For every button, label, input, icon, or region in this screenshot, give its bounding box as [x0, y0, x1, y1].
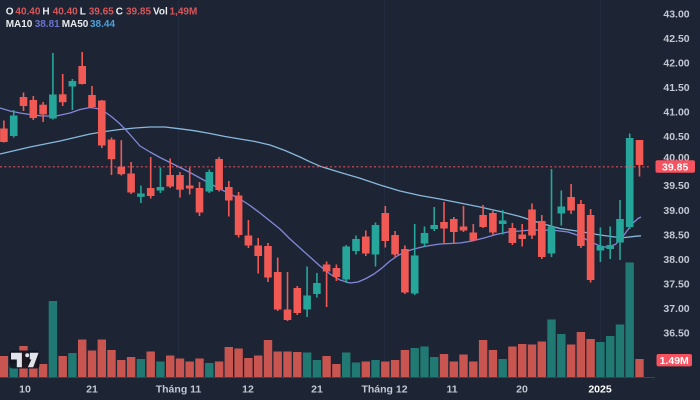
svg-text:Vol: Vol [153, 6, 168, 17]
svg-text:1.49M: 1.49M [660, 355, 689, 367]
svg-text:36.50: 36.50 [663, 328, 689, 340]
svg-text:42.00: 42.00 [663, 58, 689, 70]
svg-text:42.50: 42.50 [663, 33, 689, 45]
svg-text:10: 10 [19, 383, 31, 395]
svg-text:H: H [42, 6, 49, 17]
svg-text:39.00: 39.00 [663, 205, 689, 217]
svg-text:Tháng 11: Tháng 11 [156, 383, 202, 395]
svg-text:37.00: 37.00 [663, 303, 689, 315]
svg-text:39.85: 39.85 [662, 161, 688, 173]
svg-text:20: 20 [516, 383, 528, 395]
svg-text:40.40: 40.40 [15, 6, 40, 17]
svg-text:43.00: 43.00 [663, 8, 689, 20]
svg-text:39.50: 39.50 [663, 180, 689, 192]
svg-text:O: O [6, 6, 14, 17]
svg-text:40.50: 40.50 [663, 131, 689, 143]
svg-text:21: 21 [86, 383, 98, 395]
svg-text:MA50: MA50 [62, 19, 89, 30]
svg-text:41.50: 41.50 [663, 82, 689, 94]
svg-text:1,49M: 1,49M [170, 6, 198, 17]
svg-text:L: L [80, 6, 86, 17]
svg-text:21: 21 [311, 383, 323, 395]
svg-text:39.85: 39.85 [126, 6, 151, 17]
svg-text:2025: 2025 [588, 383, 612, 395]
svg-text:38.50: 38.50 [663, 229, 689, 241]
svg-text:12: 12 [242, 383, 254, 395]
svg-text:38.00: 38.00 [663, 254, 689, 266]
svg-text:38.44: 38.44 [90, 19, 115, 30]
svg-text:MA10: MA10 [6, 19, 33, 30]
svg-text:Tháng 12: Tháng 12 [361, 383, 407, 395]
svg-text:11: 11 [446, 383, 457, 395]
svg-text:39.65: 39.65 [89, 6, 114, 17]
svg-text:C: C [116, 6, 123, 17]
svg-text:40.40: 40.40 [53, 6, 78, 17]
svg-text:41.00: 41.00 [663, 107, 689, 119]
svg-text:37.50: 37.50 [663, 278, 689, 290]
svg-text:38.81: 38.81 [35, 19, 60, 30]
